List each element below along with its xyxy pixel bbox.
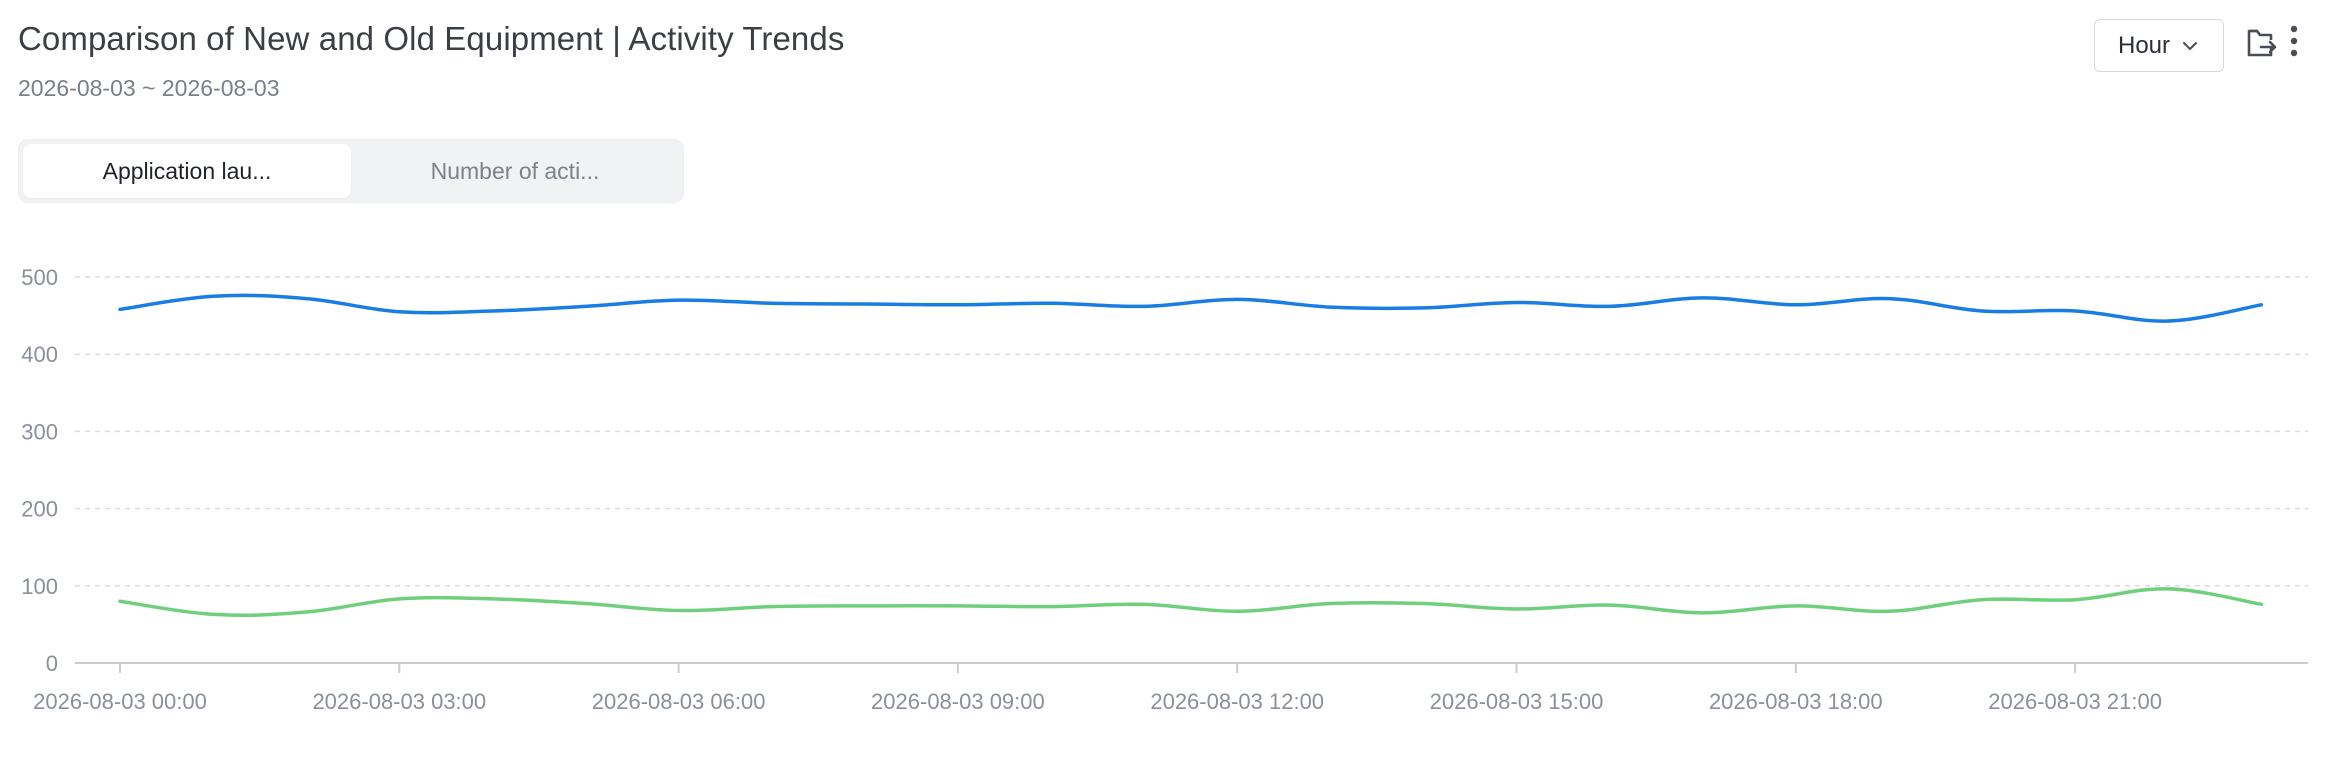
- chevron-down-icon: [2183, 41, 2198, 50]
- chart-title: Comparison of New and Old Equipment | Ac…: [18, 20, 845, 57]
- granularity-select[interactable]: Hour: [2094, 19, 2224, 72]
- x-tick-label: 2026-08-03 09:00: [871, 689, 1045, 714]
- y-tick-label: 500: [21, 265, 58, 290]
- y-tick-label: 200: [21, 497, 58, 522]
- y-tick-label: 300: [21, 419, 58, 444]
- y-tick-label: 100: [21, 574, 58, 599]
- date-range: 2026-08-03 ~ 2026-08-03: [18, 75, 280, 101]
- series-line-1: [118, 293, 2264, 323]
- x-tick-label: 2026-08-03 03:00: [312, 689, 486, 714]
- tab-application-launches[interactable]: Application lau...: [23, 144, 351, 198]
- export-icon[interactable]: [2244, 26, 2278, 60]
- metric-tabs: Application lau... Number of acti...: [18, 139, 684, 203]
- more-vertical-icon[interactable]: [2284, 22, 2304, 62]
- granularity-label: Hour: [2117, 31, 2171, 59]
- tab-number-of-active[interactable]: Number of acti...: [430, 157, 600, 184]
- y-tick-label: 0: [46, 651, 58, 676]
- x-tick-label: 2026-08-03 18:00: [1709, 689, 1883, 714]
- x-tick-label: 2026-08-03 06:00: [592, 689, 766, 714]
- x-tick-label: 2026-08-03 21:00: [1988, 689, 2162, 714]
- series-line-2: [118, 587, 2264, 617]
- x-tick-label: 2026-08-03 00:00: [33, 689, 207, 714]
- y-tick-label: 400: [21, 342, 58, 367]
- x-tick-label: 2026-08-03 15:00: [1430, 689, 1604, 714]
- x-tick-label: 2026-08-03 12:00: [1150, 689, 1324, 714]
